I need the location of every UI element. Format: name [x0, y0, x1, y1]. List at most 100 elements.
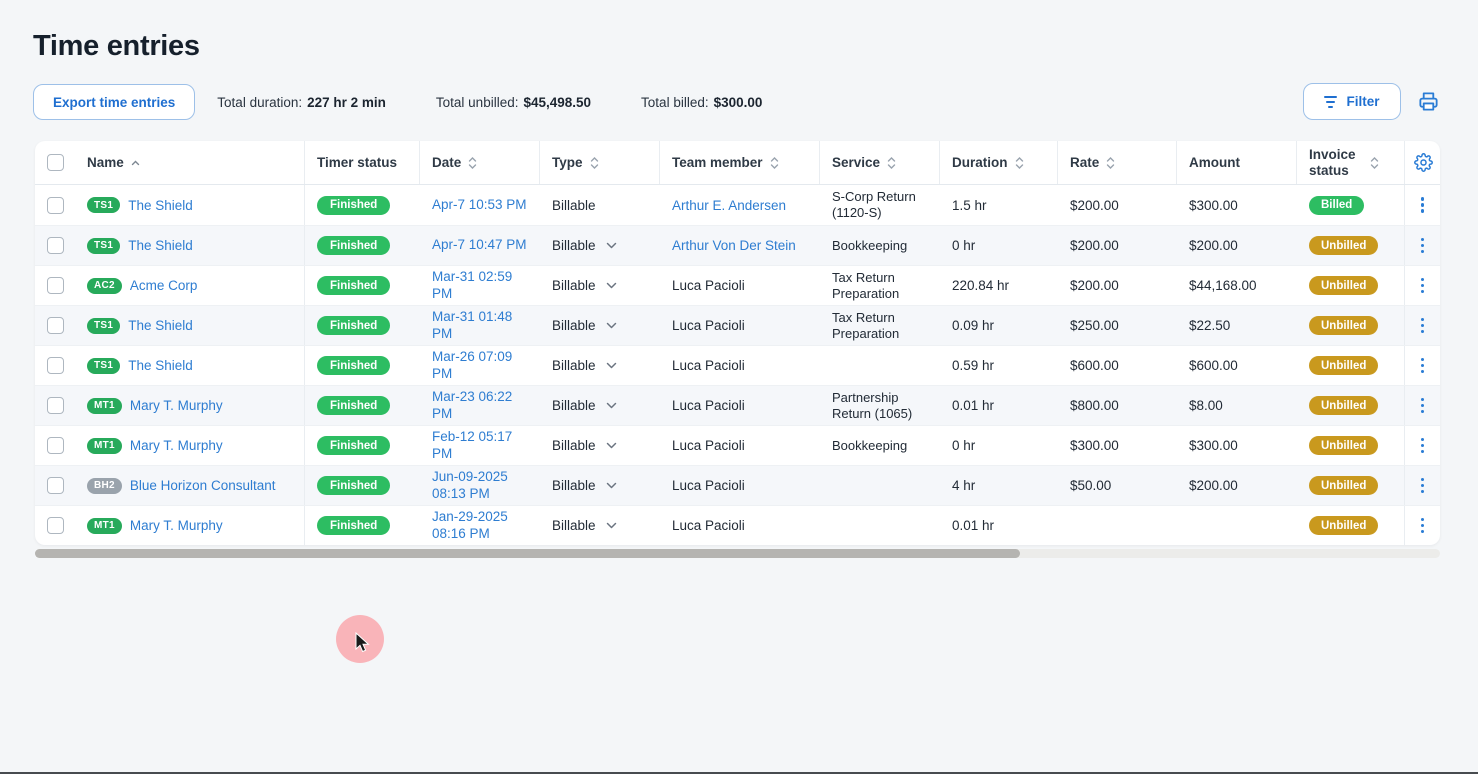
- type-cell[interactable]: Billable: [540, 278, 660, 293]
- entry-date-link[interactable]: Mar-26 07:09 PM: [432, 348, 513, 381]
- row-actions-menu-button[interactable]: [1405, 437, 1440, 454]
- table-header-row: Name Timer status Date Type Team member …: [35, 141, 1440, 185]
- entry-date-link[interactable]: Jan-29-2025 08:16 PM: [432, 508, 508, 541]
- row-checkbox[interactable]: [46, 196, 64, 214]
- column-header-rate[interactable]: Rate: [1058, 141, 1177, 184]
- team-member[interactable]: Luca Pacioli: [672, 398, 745, 413]
- chevron-down-icon[interactable]: [606, 402, 617, 409]
- chevron-down-icon[interactable]: [606, 522, 617, 529]
- client-name-link[interactable]: Mary T. Murphy: [129, 438, 223, 453]
- select-all-checkbox[interactable]: [46, 154, 64, 171]
- client-name-link[interactable]: The Shield: [128, 238, 193, 253]
- invoice-status-badge: Unbilled: [1309, 476, 1379, 495]
- client-name-link[interactable]: Blue Horizon Consultant: [129, 478, 276, 493]
- table-row: TS1 The Shield Finished Apr-7 10:53 PM B…: [35, 185, 1440, 225]
- chevron-down-icon[interactable]: [606, 442, 617, 449]
- team-member[interactable]: Luca Pacioli: [672, 318, 745, 333]
- client-name-link[interactable]: The Shield: [128, 197, 193, 213]
- column-header-type[interactable]: Type: [540, 141, 660, 184]
- type-cell[interactable]: Billable: [540, 478, 660, 493]
- client-name-link[interactable]: Acme Corp: [129, 278, 198, 293]
- row-actions-menu-button[interactable]: [1405, 317, 1440, 334]
- row-checkbox[interactable]: [46, 397, 64, 414]
- row-actions-menu-button[interactable]: [1405, 197, 1440, 213]
- row-checkbox[interactable]: [46, 237, 64, 254]
- team-member[interactable]: Arthur E. Andersen: [672, 197, 787, 213]
- row-actions-menu-button[interactable]: [1405, 397, 1440, 414]
- row-actions-menu-button[interactable]: [1405, 477, 1440, 494]
- type-value: Billable: [552, 438, 596, 453]
- type-cell[interactable]: Billable: [540, 438, 660, 453]
- column-header-name[interactable]: Name: [75, 141, 305, 184]
- type-value: Billable: [552, 398, 596, 413]
- client-initials-badge: TS1: [87, 317, 121, 334]
- horizontal-scrollbar-track[interactable]: [35, 549, 1440, 558]
- type-cell[interactable]: Billable: [540, 318, 660, 333]
- column-header-timer-status[interactable]: Timer status: [305, 141, 420, 184]
- row-checkbox[interactable]: [46, 517, 64, 534]
- row-checkbox[interactable]: [46, 357, 64, 374]
- service-value: Partnership Return (1065): [832, 389, 913, 421]
- table-row: MT1 Mary T. Murphy Finished Feb-12 05:17…: [35, 425, 1440, 465]
- duration-value: 0.09 hr: [952, 318, 995, 333]
- row-checkbox[interactable]: [46, 477, 64, 494]
- duration-value: 0.59 hr: [952, 358, 995, 373]
- chevron-down-icon[interactable]: [606, 482, 617, 489]
- team-member[interactable]: Luca Pacioli: [672, 518, 745, 533]
- column-settings-button[interactable]: [1414, 153, 1433, 172]
- client-name-link[interactable]: Mary T. Murphy: [129, 398, 223, 413]
- row-actions-menu-button[interactable]: [1405, 517, 1440, 534]
- type-cell[interactable]: Billable: [540, 238, 660, 253]
- row-checkbox[interactable]: [46, 317, 64, 334]
- chevron-down-icon[interactable]: [606, 322, 617, 329]
- filter-button[interactable]: Filter: [1303, 83, 1401, 120]
- type-value: Billable: [552, 518, 596, 533]
- entry-date-link[interactable]: Mar-31 01:48 PM: [432, 308, 513, 341]
- table-row: TS1 The Shield Finished Mar-31 01:48 PM …: [35, 305, 1440, 345]
- client-name-link[interactable]: The Shield: [128, 358, 193, 373]
- type-cell[interactable]: Billable: [540, 358, 660, 373]
- row-actions-menu-button[interactable]: [1405, 237, 1440, 254]
- chevron-down-icon[interactable]: [606, 362, 617, 369]
- chevron-down-icon[interactable]: [606, 242, 617, 249]
- duration-value: 1.5 hr: [952, 197, 987, 213]
- totals-summary: Total duration: 227 hr 2 min Total unbil…: [217, 95, 762, 110]
- client-name-link[interactable]: The Shield: [128, 318, 193, 333]
- row-actions-menu-button[interactable]: [1405, 277, 1440, 294]
- timer-status-badge: Finished: [317, 356, 391, 375]
- team-member[interactable]: Luca Pacioli: [672, 438, 745, 453]
- column-header-invoice-status[interactable]: Invoice status: [1297, 141, 1405, 184]
- export-time-entries-button[interactable]: Export time entries: [33, 84, 196, 120]
- entry-date-link[interactable]: Mar-23 06:22 PM: [432, 388, 513, 421]
- row-checkbox[interactable]: [46, 437, 64, 454]
- amount-value: $200.00: [1189, 478, 1238, 493]
- rate-value: $250.00: [1070, 318, 1119, 333]
- team-member[interactable]: Luca Pacioli: [672, 278, 745, 293]
- sort-icon: [590, 156, 598, 169]
- duration-value: 220.84 hr: [952, 278, 1010, 293]
- column-header-duration[interactable]: Duration: [940, 141, 1058, 184]
- type-cell[interactable]: Billable: [540, 398, 660, 413]
- column-header-team-member[interactable]: Team member: [660, 141, 820, 184]
- sort-icon: [1015, 156, 1023, 169]
- entry-date-link[interactable]: Jun-09-2025 08:13 PM: [432, 468, 508, 501]
- entry-date-link[interactable]: Apr-7 10:53 PM: [432, 196, 527, 212]
- entry-date-link[interactable]: Mar-31 02:59 PM: [432, 268, 513, 301]
- timer-status-badge: Finished: [317, 396, 391, 415]
- row-checkbox[interactable]: [46, 277, 64, 294]
- print-button[interactable]: [1417, 90, 1440, 113]
- column-header-amount[interactable]: Amount: [1177, 141, 1297, 184]
- team-member[interactable]: Luca Pacioli: [672, 478, 745, 493]
- horizontal-scrollbar-thumb[interactable]: [35, 549, 1020, 558]
- row-actions-menu-button[interactable]: [1405, 357, 1440, 374]
- team-member[interactable]: Arthur Von Der Stein: [672, 238, 796, 253]
- chevron-down-icon[interactable]: [606, 282, 617, 289]
- column-header-service[interactable]: Service: [820, 141, 940, 184]
- type-cell[interactable]: Billable: [540, 198, 660, 213]
- team-member[interactable]: Luca Pacioli: [672, 358, 745, 373]
- entry-date-link[interactable]: Apr-7 10:47 PM: [432, 237, 527, 253]
- client-name-link[interactable]: Mary T. Murphy: [129, 518, 223, 533]
- type-cell[interactable]: Billable: [540, 518, 660, 533]
- column-header-date[interactable]: Date: [420, 141, 540, 184]
- entry-date-link[interactable]: Feb-12 05:17 PM: [432, 428, 513, 461]
